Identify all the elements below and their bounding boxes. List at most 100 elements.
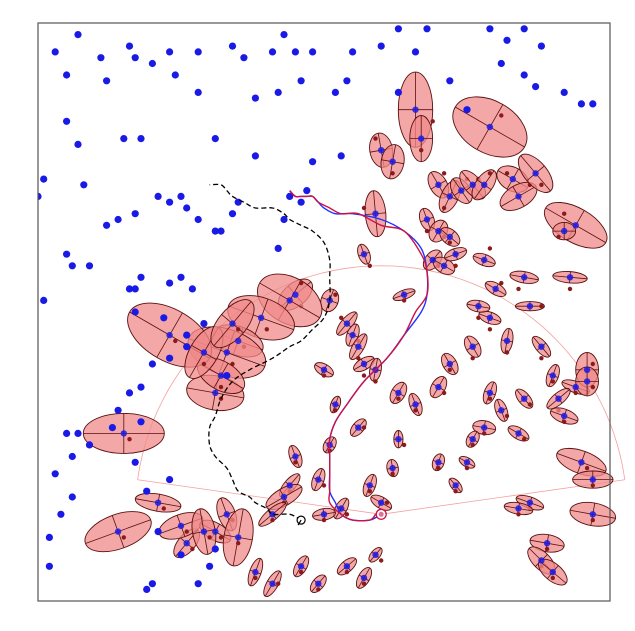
true-landmark [137, 273, 145, 281]
estimated-landmark-point [487, 246, 493, 251]
observed-landmark [566, 274, 574, 281]
observed-landmark [360, 574, 368, 582]
observed-landmark [360, 360, 368, 368]
observed-landmark [538, 557, 545, 564]
observed-landmark [297, 563, 305, 570]
observed-landmark [378, 499, 385, 506]
estimated-landmark-point [356, 356, 361, 361]
observed-landmark [526, 499, 534, 506]
true-landmark [268, 48, 277, 56]
estimated-landmark-point [333, 292, 338, 297]
estimated-landmark-point [573, 390, 578, 396]
true-landmark [177, 273, 185, 281]
true-landmark [240, 54, 248, 62]
observed-landmark [177, 522, 185, 530]
estimated-landmark-point [584, 465, 590, 471]
true-landmark [131, 458, 139, 466]
true-landmark [274, 244, 282, 252]
observed-landmark [200, 349, 208, 356]
estimated-landmark-point [436, 465, 441, 471]
observed-landmark [435, 459, 442, 466]
estimated-landmark-point [504, 350, 510, 355]
estimated-landmark-point [590, 361, 595, 367]
true-landmark [51, 470, 59, 478]
true-landmark [349, 48, 357, 56]
true-landmark [446, 77, 454, 85]
true-landmark [183, 331, 191, 339]
observed-landmark [320, 366, 328, 373]
estimated-landmark-point [470, 356, 475, 361]
true-landmark [280, 30, 288, 39]
estimated-landmark-point [441, 171, 447, 176]
true-landmark [57, 510, 65, 518]
robot-estimate-heading [297, 519, 302, 526]
true-landmark [103, 221, 111, 229]
true-landmark [177, 551, 185, 559]
observed-landmark [538, 343, 545, 350]
estimated-landmark-point [264, 327, 269, 332]
observed-landmark [320, 511, 328, 518]
trajectory-layer [208, 183, 429, 522]
true-landmark [137, 383, 145, 391]
true-landmark [280, 215, 288, 224]
true-landmark [251, 152, 259, 160]
estimated-landmark-point [276, 581, 281, 586]
observed-landmark [355, 343, 362, 350]
observed-landmark [223, 349, 230, 356]
estimated-landmark-point [298, 280, 304, 286]
true-landmark [125, 389, 134, 397]
observed-landmark [212, 528, 219, 535]
plot-frame [37, 22, 611, 602]
true-landmark [120, 135, 128, 143]
true-landmark [217, 227, 225, 235]
true-landmark [131, 308, 139, 316]
observed-landmark [481, 256, 488, 264]
true-landmark [211, 545, 219, 553]
estimated-landmark-point [476, 315, 481, 320]
observed-landmark [269, 511, 276, 518]
observed-landmark [326, 297, 333, 304]
true-landmark [74, 429, 82, 437]
true-landmark [309, 158, 317, 166]
true-landmark [38, 192, 42, 200]
observed-landmark [469, 343, 476, 350]
observed-landmark [561, 227, 568, 235]
estimated-landmark-point [401, 442, 407, 448]
observed-landmark [212, 389, 219, 397]
estimated-landmark-point [236, 327, 241, 332]
observed-landmark [486, 314, 494, 321]
observed-landmark [223, 511, 230, 518]
observed-landmark [292, 291, 299, 298]
true-landmark [520, 25, 528, 33]
true-landmark [337, 152, 345, 160]
observed-landmark [429, 256, 436, 264]
observed-landmark [492, 285, 499, 293]
true-landmark [40, 175, 48, 183]
estimated-landmark-point [516, 512, 521, 517]
observed-landmark [572, 222, 579, 229]
observed-landmark [515, 193, 522, 200]
robot-layer [296, 508, 387, 526]
observed-landmark [549, 372, 556, 379]
observed-landmark [583, 378, 591, 385]
observed-landmark [252, 568, 259, 576]
true-landmark [463, 106, 471, 114]
observed-landmark [578, 459, 585, 466]
observed-landmark [526, 303, 534, 310]
estimated-landmark-point [201, 361, 207, 367]
observed-landmark [372, 551, 379, 558]
estimated-landmark-point [539, 304, 544, 309]
true-landmark [228, 210, 237, 218]
true-landmark [137, 418, 145, 426]
estimated-landmark-point [361, 581, 367, 586]
observed-landmark [475, 303, 482, 310]
true-landmark [394, 88, 402, 96]
estimated-landmark-point [253, 575, 258, 581]
true-landmark [228, 42, 237, 50]
true-landmark [411, 48, 420, 56]
observed-landmark [355, 424, 362, 431]
estimated-landmark-point [550, 575, 555, 581]
true-landmark [125, 285, 134, 293]
true-landmark-layer [38, 25, 597, 594]
observed-landmark [286, 297, 293, 304]
